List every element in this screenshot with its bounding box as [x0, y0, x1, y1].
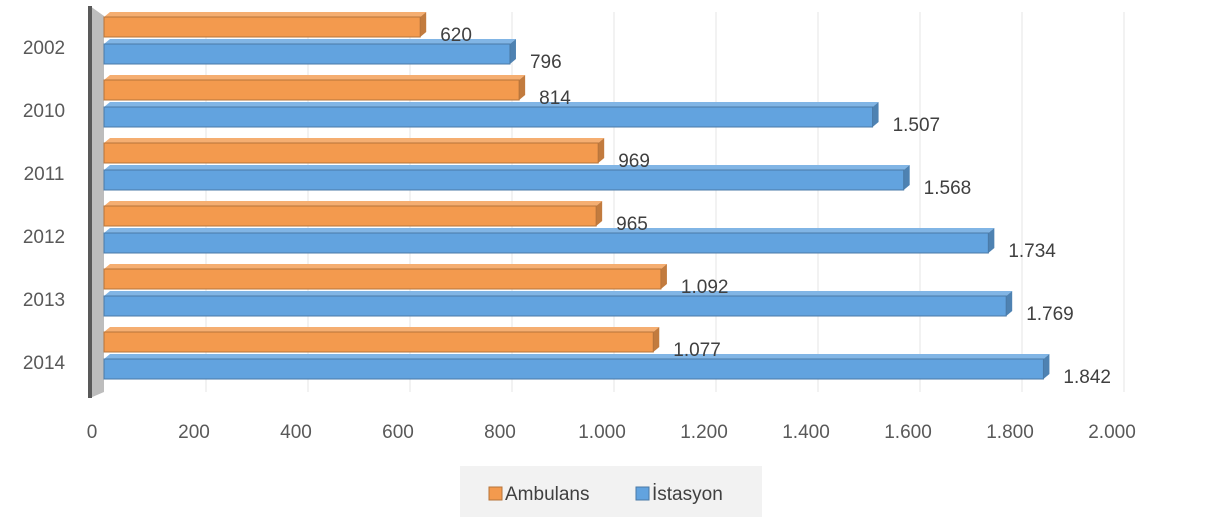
x-tick-label: 400	[280, 422, 312, 443]
bar-front-face	[103, 142, 599, 164]
bar-side-face	[509, 39, 516, 64]
bar-side-face	[1006, 291, 1013, 316]
data-label-i-stasyon-2014: 1.842	[1063, 367, 1111, 388]
x-tick-label: 1.400	[782, 422, 830, 443]
bar-ambulans-2002	[103, 12, 427, 38]
data-label-i-stasyon-2013: 1.769	[1026, 304, 1074, 325]
x-tick-label: 1.800	[986, 422, 1034, 443]
bar-front-face	[103, 268, 662, 290]
x-tick-label: 800	[484, 422, 516, 443]
y-tick-labels: 2002 2010 2011 2012 2013 2014	[23, 38, 66, 374]
data-labels: 620 796 814 1.507 969 1.568 965 1.734 1.092 1.769…	[440, 25, 1111, 388]
y-tick-label: 2012	[23, 227, 65, 248]
x-tick-label: 0	[87, 422, 98, 443]
data-label-i-stasyon-2002: 796	[530, 52, 562, 73]
data-label-ambulans-2013: 1.092	[681, 277, 729, 298]
legend-item-ambulans: Ambulans	[488, 484, 590, 505]
bar-side-face	[598, 138, 605, 163]
bar-top-face	[104, 102, 879, 107]
x-tick-labels: 0 200 400 600 800 1.000 1.200 1.400 1.600 1.800 2.…	[87, 422, 1136, 443]
data-label-ambulans-2011: 969	[618, 151, 650, 172]
x-tick-label: 1.200	[680, 422, 728, 443]
bar-front-face	[103, 16, 421, 38]
bars	[103, 12, 1050, 380]
bar-front-face	[103, 205, 597, 227]
bar-ambulans-2012	[103, 201, 603, 227]
bar-side-face	[988, 228, 995, 253]
bar-top-face	[104, 291, 1013, 296]
bar-side-face	[872, 102, 879, 127]
x-tick-label: 2.000	[1088, 422, 1136, 443]
data-label-i-stasyon-2011: 1.568	[924, 178, 972, 199]
axis-wall	[88, 6, 104, 398]
bar-top-face	[104, 138, 605, 143]
bar-front-face	[103, 358, 1044, 380]
bar-i-stasyon-2002	[103, 39, 516, 65]
bar-front-face	[103, 295, 1007, 317]
y-tick-label: 2002	[23, 38, 65, 59]
bar-top-face	[104, 39, 516, 44]
bar-side-face	[596, 201, 603, 226]
bar-top-face	[104, 228, 995, 233]
legend-label: İstasyon	[652, 484, 723, 505]
bar-i-stasyon-2011	[103, 165, 910, 191]
y-tick-label: 2014	[23, 353, 66, 374]
bar-front-face	[103, 169, 905, 191]
x-tick-label: 600	[382, 422, 414, 443]
bar-side-face	[653, 327, 660, 352]
bar-front-face	[103, 79, 520, 101]
bar-front-face	[103, 331, 654, 353]
bar-ambulans-2010	[103, 75, 526, 101]
bar-i-stasyon-2010	[103, 102, 879, 128]
bar-side-face	[660, 264, 667, 289]
bar-ambulans-2014	[103, 327, 660, 353]
y-tick-label: 2013	[23, 290, 65, 311]
legend-item-i-stasyon: İstasyon	[635, 484, 723, 505]
data-label-ambulans-2010: 814	[539, 88, 571, 109]
data-label-ambulans-2014: 1.077	[673, 340, 721, 361]
x-tick-label: 1.000	[578, 422, 626, 443]
x-tick-label: 200	[178, 422, 210, 443]
bar-i-stasyon-2014	[103, 354, 1050, 380]
bar-top-face	[104, 354, 1050, 359]
bar-i-stasyon-2013	[103, 291, 1013, 317]
data-label-ambulans-2012: 965	[616, 214, 648, 235]
bar-ambulans-2013	[103, 264, 667, 290]
y-tick-label: 2011	[24, 164, 65, 185]
bar-front-face	[103, 43, 511, 65]
bar-top-face	[104, 75, 526, 80]
bar-ambulans-2011	[103, 138, 605, 164]
bar-front-face	[103, 232, 989, 254]
bar-front-face	[103, 106, 874, 128]
bar-top-face	[104, 327, 660, 332]
legend-label: Ambulans	[505, 484, 590, 505]
bar-side-face	[903, 165, 910, 190]
data-label-ambulans-2002: 620	[440, 25, 472, 46]
legend-swatch	[488, 486, 503, 501]
legend-box	[460, 466, 762, 517]
bar-top-face	[104, 201, 603, 206]
axis-wall-face	[90, 6, 104, 398]
bar-top-face	[104, 264, 667, 269]
bar-i-stasyon-2012	[103, 228, 995, 254]
bar-side-face	[519, 75, 526, 100]
data-label-i-stasyon-2012: 1.734	[1008, 241, 1056, 262]
y-tick-label: 2010	[23, 101, 65, 122]
data-label-i-stasyon-2010: 1.507	[893, 115, 941, 136]
legend: Ambulans İstasyon	[460, 466, 762, 517]
bar-side-face	[420, 12, 427, 37]
bar-top-face	[104, 165, 910, 170]
bar-top-face	[104, 12, 427, 17]
legend-swatch	[635, 486, 650, 501]
x-tick-label: 1.600	[884, 422, 932, 443]
bar-side-face	[1043, 354, 1050, 379]
